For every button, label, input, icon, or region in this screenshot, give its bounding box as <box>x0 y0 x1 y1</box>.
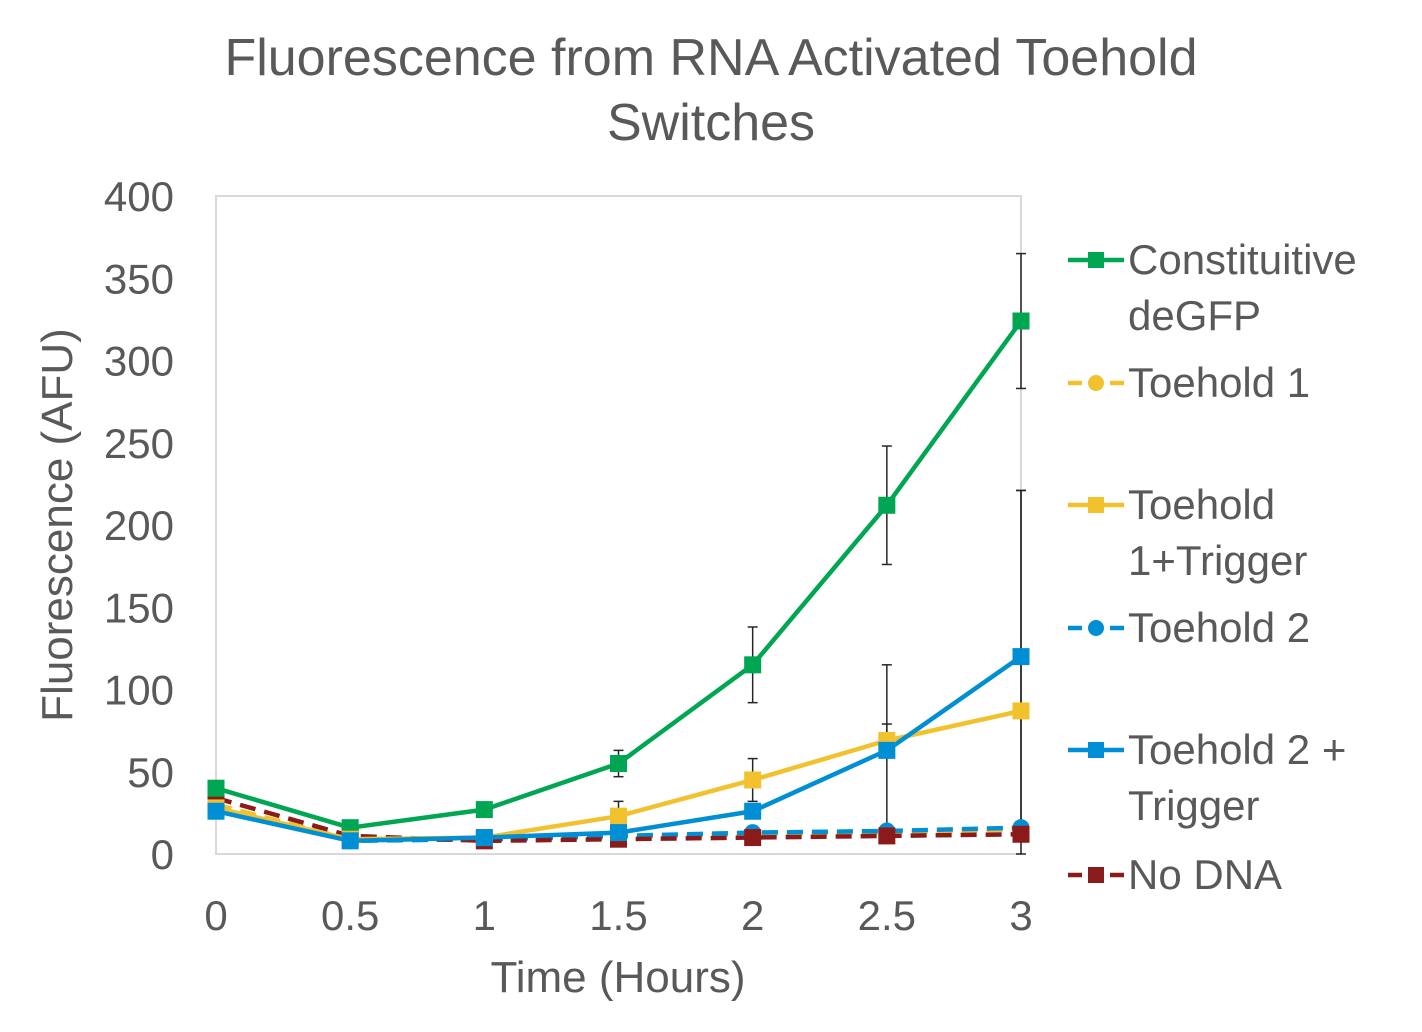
x-tick-label: 0 <box>204 892 227 939</box>
error-bars <box>613 252 1026 855</box>
legend-label: Toehold <box>1128 481 1275 528</box>
legend-label: Toehold 1 <box>1128 359 1310 406</box>
legend-label: Toehold 2 + <box>1128 726 1346 773</box>
y-axis-ticks: 0 50 100 150 200 250 300 350 400 <box>104 173 174 878</box>
x-tick-label: 3 <box>1009 892 1032 939</box>
y-tick-label: 100 <box>104 667 174 714</box>
series-point <box>610 755 627 773</box>
series-point <box>878 827 896 845</box>
x-tick-label: 1 <box>473 892 496 939</box>
legend-label: 1+Trigger <box>1128 537 1307 584</box>
series-point <box>1012 312 1030 330</box>
legend-label: Trigger <box>1128 782 1259 829</box>
series-point <box>744 829 762 847</box>
y-axis-title: Fluorescence (AFU) <box>33 328 82 722</box>
x-tick-label: 2 <box>741 892 764 939</box>
series-point <box>475 801 493 819</box>
series-point <box>207 779 225 797</box>
x-axis-ticks: 0 0.5 1 1.5 2 2.5 3 <box>204 892 1032 939</box>
series-point <box>744 802 762 820</box>
x-tick-label: 2.5 <box>858 892 916 939</box>
series-point <box>1012 825 1030 843</box>
legend-label: Toehold 2 <box>1128 604 1310 651</box>
series-point <box>610 807 627 825</box>
chart-title-line-2: Switches <box>607 94 815 152</box>
y-tick-label: 0 <box>151 831 174 878</box>
y-tick-label: 350 <box>104 255 174 302</box>
series-point <box>475 829 493 847</box>
series-point <box>744 771 762 789</box>
series-point <box>1088 497 1104 513</box>
x-tick-label: 0.5 <box>321 892 379 939</box>
chart-title-line-1: Fluorescence from RNA Activated Toehold <box>224 29 1197 87</box>
y-tick-label: 50 <box>127 749 174 796</box>
series-point <box>744 656 762 674</box>
x-tick-label: 1.5 <box>589 892 647 939</box>
series-point <box>1088 742 1104 758</box>
series-point <box>878 496 896 514</box>
series-point <box>878 741 896 759</box>
series-point <box>610 824 627 842</box>
chart-title: Fluorescence from RNA Activated Toehold … <box>224 29 1197 152</box>
legend-label: No DNA <box>1128 851 1282 898</box>
series-point <box>1088 252 1104 268</box>
series-point <box>207 802 225 820</box>
series-point <box>1088 375 1104 391</box>
y-tick-label: 250 <box>104 420 174 467</box>
series-point <box>1088 620 1104 636</box>
series-point <box>1012 702 1030 720</box>
y-tick-label: 200 <box>104 502 174 549</box>
series-markers <box>207 312 1030 850</box>
legend-label: Constituitive <box>1128 236 1357 283</box>
series-point <box>1012 648 1030 666</box>
x-axis-title: Time (Hours) <box>490 953 745 1002</box>
y-tick-label: 400 <box>104 173 174 220</box>
series-point <box>341 832 359 850</box>
series-point <box>1088 867 1104 883</box>
y-tick-label: 150 <box>104 584 174 631</box>
y-tick-label: 300 <box>104 338 174 385</box>
legend-label: deGFP <box>1128 292 1261 339</box>
legend: Constituitive deGFP Toehold 1 Toehold 1+Trig… <box>1068 236 1357 898</box>
